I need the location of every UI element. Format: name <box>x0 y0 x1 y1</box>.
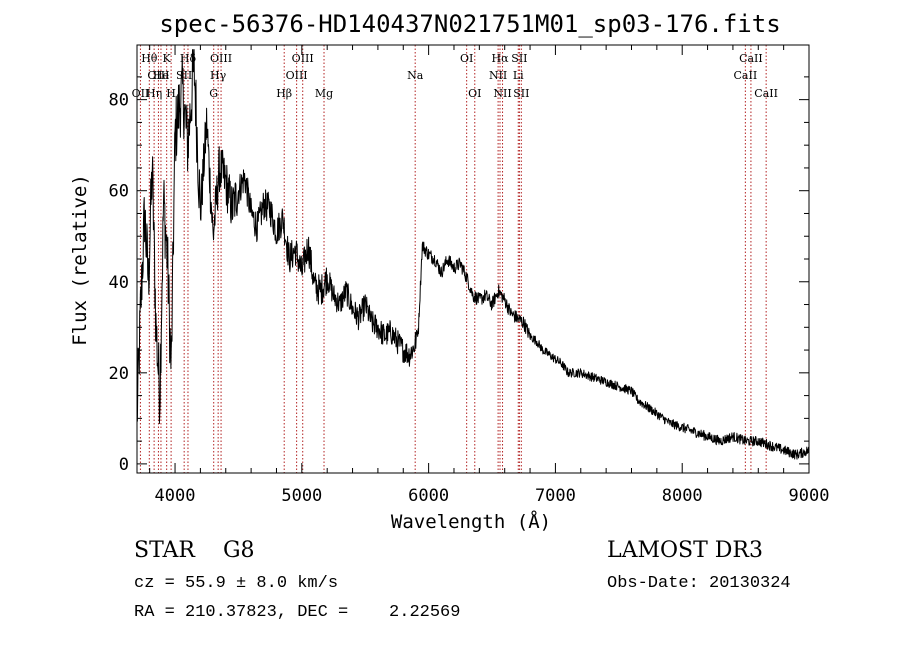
line-label: OI <box>460 52 473 65</box>
survey-name: LAMOST DR3 <box>607 538 763 563</box>
line-label: SII <box>513 87 529 100</box>
line-label: OII <box>132 87 150 100</box>
line-label: H <box>166 87 176 100</box>
redshift-value: cz = 55.9 ± 8.0 km/s <box>134 574 339 593</box>
line-label: CaII <box>739 52 763 65</box>
chart-title: spec-56376-HD140437N021751M01_sp03-176.f… <box>159 10 780 38</box>
y-axis-label: Flux (relative) <box>69 174 91 346</box>
line-label: OIII <box>292 52 314 65</box>
line-label: NII <box>493 87 511 100</box>
x-axis-label: Wavelength (Å) <box>391 510 551 533</box>
x-axis: 4000 5000 6000 7000 8000 9000 <box>149 45 830 506</box>
y-axis: 0 20 40 60 80 <box>109 76 809 475</box>
line-label: CaII <box>754 87 778 100</box>
y-tick-label: 60 <box>109 182 129 202</box>
spectral-line-labels: OIIHθHηOIIIHeKHSIIHδGHγOIIIHβOIIIOIIIMgN… <box>132 52 778 100</box>
x-tick-label: 8000 <box>662 486 703 506</box>
coordinates: RA = 210.37823, DEC = 2.22569 <box>134 603 461 622</box>
y-tick-label: 20 <box>109 364 129 384</box>
x-tick-label: 5000 <box>281 486 322 506</box>
line-label: Na <box>407 69 424 82</box>
line-label: Li <box>513 69 524 82</box>
line-label: Hη <box>146 87 162 100</box>
line-label: SII <box>176 69 192 82</box>
y-tick-label: 0 <box>119 455 129 475</box>
line-label: OIII <box>210 52 232 65</box>
y-tick-label: 40 <box>109 273 129 293</box>
line-label: Hβ <box>276 87 292 100</box>
line-label: Mg <box>315 87 333 100</box>
line-label: K <box>163 52 172 65</box>
line-label: CaII <box>734 69 758 82</box>
line-label: He <box>153 69 169 82</box>
line-label: G <box>209 87 218 100</box>
line-label: Hα <box>491 52 509 65</box>
x-tick-label: 9000 <box>789 486 830 506</box>
x-tick-label: 6000 <box>408 486 449 506</box>
spectrum-line <box>136 49 810 460</box>
line-label: OIII <box>147 69 169 82</box>
y-tick-label: 80 <box>109 91 129 111</box>
line-label: SII <box>511 52 527 65</box>
spectral-line-markers <box>139 45 767 473</box>
line-label: Hγ <box>210 69 227 82</box>
line-label: Hθ <box>141 52 158 65</box>
observation-date: Obs-Date: 20130324 <box>607 574 791 593</box>
plot-frame <box>136 44 810 474</box>
line-label: OI <box>468 87 481 100</box>
x-tick-label: 7000 <box>535 486 576 506</box>
line-label: OIII <box>286 69 308 82</box>
star-classification: STAR G8 <box>134 538 255 563</box>
x-tick-label: 4000 <box>155 486 196 506</box>
line-label: NII <box>489 69 507 82</box>
